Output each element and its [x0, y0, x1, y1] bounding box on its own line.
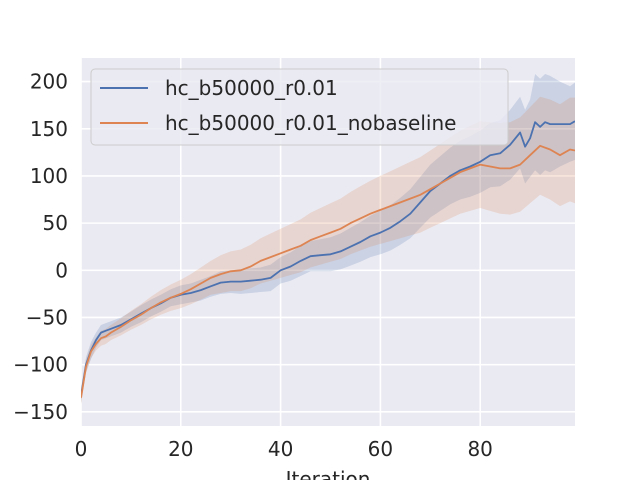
- legend-box: [90, 68, 509, 146]
- series-1-band: [81, 96, 575, 405]
- x-tick-label: 80: [467, 437, 492, 461]
- legend: hc_b50000_r0.01 hc_b50000_r0.01_nobaselin…: [90, 68, 509, 146]
- x-tick-label: 60: [368, 437, 393, 461]
- x-tick-label: 40: [268, 437, 293, 461]
- y-tick-label: −100: [13, 353, 68, 377]
- series-0-band: [81, 74, 575, 404]
- legend-label: hc_b50000_r0.01_nobaseline: [165, 111, 456, 135]
- y-tick-label: 0: [55, 258, 68, 282]
- y-tick-label: 100: [30, 164, 68, 188]
- series-lines: [81, 120, 575, 398]
- x-axis-title: Iteration: [286, 467, 371, 480]
- x-tick-label: 20: [168, 437, 193, 461]
- legend-label: hc_b50000_r0.01: [165, 76, 338, 100]
- x-tick-labels: 0 20 40 60 80: [75, 437, 493, 461]
- y-tick-label: 150: [30, 117, 68, 141]
- x-tick-label: 0: [75, 437, 88, 461]
- y-tick-label: −50: [26, 305, 68, 329]
- y-tick-label: −150: [13, 400, 68, 424]
- series-1-line: [81, 144, 575, 398]
- y-tick-labels: −150 −100 −50 0 50 100 150 200: [13, 70, 68, 424]
- y-tick-label: 200: [30, 70, 68, 94]
- y-tick-label: 50: [43, 211, 68, 235]
- series-bands: [81, 74, 575, 405]
